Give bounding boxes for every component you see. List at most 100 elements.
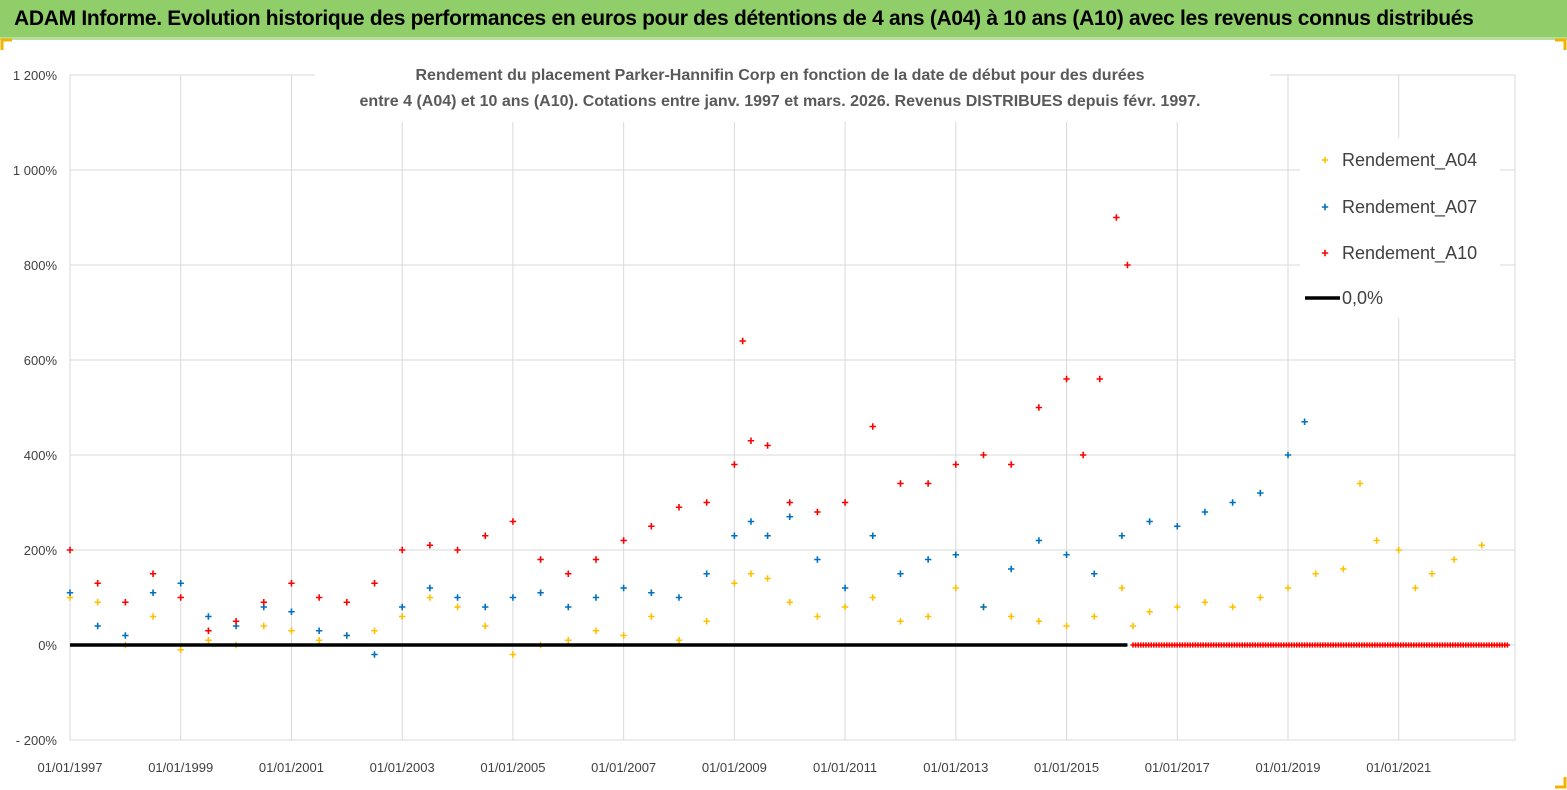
data-point xyxy=(980,603,987,611)
data-point xyxy=(1124,261,1131,269)
x-tick-label: 01/01/2013 xyxy=(923,760,988,775)
series-Rendement_A04 xyxy=(66,480,1485,658)
legend: Rendement_A04 Rendement_A07 Rendement_A10 0… xyxy=(1300,138,1500,318)
data-point xyxy=(786,513,793,520)
legend-marker xyxy=(1321,203,1329,211)
data-point xyxy=(371,580,378,587)
y-tick-label: 600% xyxy=(24,353,58,368)
y-tick-label: 1 200% xyxy=(13,68,58,83)
legend-marker xyxy=(1321,249,1329,257)
x-tick-label: 01/01/2017 xyxy=(1145,760,1210,775)
data-point xyxy=(592,627,600,634)
data-point xyxy=(1007,565,1015,573)
data-point xyxy=(1146,608,1153,615)
data-point xyxy=(814,613,821,620)
data-point xyxy=(841,584,849,592)
series-Rendement_A07 xyxy=(66,418,1308,658)
data-point xyxy=(315,627,323,634)
data-point xyxy=(620,537,627,544)
data-point xyxy=(1146,518,1153,525)
grid xyxy=(69,74,1516,741)
legend-item: Rendement_A04 xyxy=(1321,150,1477,171)
corner-handle-bottom-right xyxy=(1555,777,1567,789)
data-point xyxy=(149,613,157,620)
data-point xyxy=(482,622,489,630)
legend-item: Rendement_A07 xyxy=(1321,197,1477,218)
data-point xyxy=(980,451,987,459)
data-point xyxy=(1428,570,1436,577)
data-point xyxy=(703,618,710,625)
data-point xyxy=(675,637,683,644)
legend-marker xyxy=(1321,156,1329,164)
data-point xyxy=(731,580,738,587)
data-point xyxy=(675,504,683,511)
data-point xyxy=(869,532,876,539)
data-point xyxy=(94,580,101,587)
header-bar: ADAM Informe. Evolution historique des p… xyxy=(0,0,1567,40)
x-tick-label: 01/01/2007 xyxy=(591,760,656,775)
data-point xyxy=(509,594,517,601)
data-point xyxy=(177,594,184,601)
data-point xyxy=(398,546,406,554)
data-point xyxy=(537,589,544,596)
data-point xyxy=(1118,584,1126,592)
data-point xyxy=(869,594,876,601)
data-point xyxy=(66,589,74,596)
data-point xyxy=(288,608,295,615)
data-point xyxy=(482,603,489,611)
data-point xyxy=(94,599,101,606)
data-point xyxy=(149,589,157,596)
data-point xyxy=(1174,603,1181,611)
data-point xyxy=(454,603,461,611)
data-point xyxy=(371,651,378,658)
data-point xyxy=(1478,542,1485,549)
data-point xyxy=(1007,461,1015,468)
data-point xyxy=(1113,214,1120,221)
data-point xyxy=(1096,375,1103,383)
data-point xyxy=(454,546,461,554)
data-point xyxy=(952,584,960,592)
data-point xyxy=(1201,508,1209,516)
data-point xyxy=(747,570,755,577)
page-title: ADAM Informe. Evolution historique des p… xyxy=(14,7,1474,30)
data-point xyxy=(1229,499,1236,506)
data-point xyxy=(1035,404,1043,411)
data-point xyxy=(739,337,746,345)
data-point xyxy=(1091,570,1098,577)
data-point xyxy=(786,499,793,506)
data-point xyxy=(1118,532,1126,539)
data-point xyxy=(205,637,212,644)
data-point xyxy=(1079,451,1087,459)
data-points xyxy=(66,214,1510,658)
data-point xyxy=(1257,594,1264,601)
data-point xyxy=(1373,537,1380,544)
data-point xyxy=(897,618,904,625)
data-point xyxy=(149,570,157,577)
data-point xyxy=(703,570,710,577)
y-tick-label: 1 000% xyxy=(13,163,58,178)
legend-item: 0,0% xyxy=(1305,288,1383,308)
data-point xyxy=(814,556,821,563)
data-point xyxy=(482,532,489,539)
corner-handle-top-right xyxy=(1555,38,1567,50)
data-point xyxy=(565,570,572,577)
data-point xyxy=(1035,537,1043,544)
data-point xyxy=(1257,489,1264,497)
data-point xyxy=(620,632,627,639)
data-point xyxy=(786,599,793,606)
data-point xyxy=(177,646,184,653)
data-point xyxy=(841,499,849,506)
data-point xyxy=(177,580,184,587)
data-point xyxy=(620,584,627,592)
title-backdrop xyxy=(315,52,1270,122)
data-point xyxy=(122,632,129,639)
data-point xyxy=(924,480,932,487)
zero-markers xyxy=(1130,642,1510,648)
data-point xyxy=(260,622,267,630)
data-point xyxy=(731,461,738,468)
data-point xyxy=(952,461,960,468)
data-point xyxy=(747,518,755,525)
data-point xyxy=(869,423,876,430)
zero-marker xyxy=(1504,642,1510,648)
